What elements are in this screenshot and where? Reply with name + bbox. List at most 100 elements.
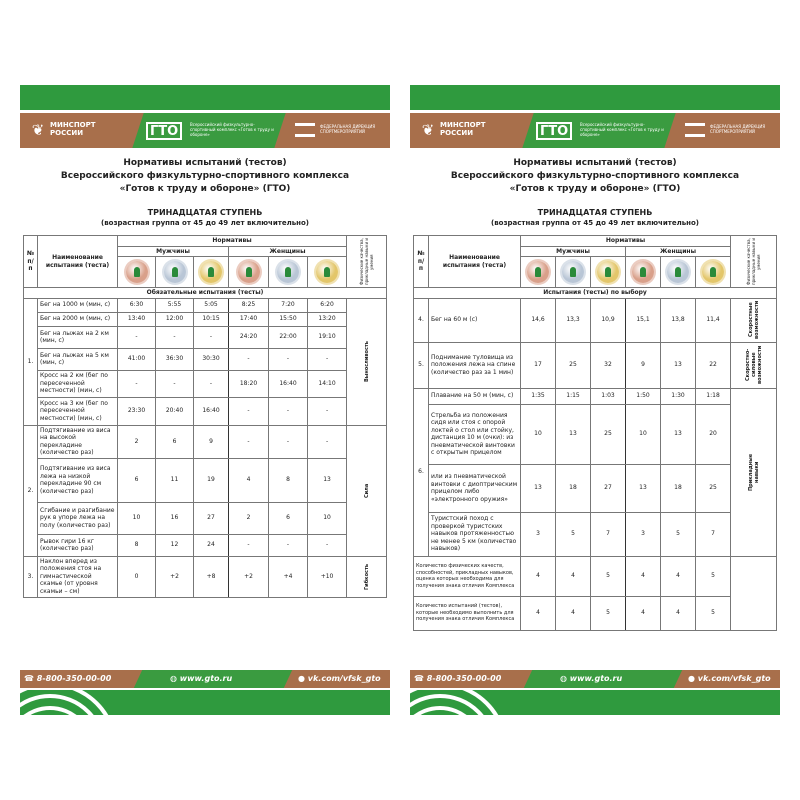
page-2: ❦ МИНСПОРТ РОССИИ ГТО Всероссийский физкуль… xyxy=(410,85,780,715)
page-1: ❦ МИНСПОРТ РОССИИ ГТО Всероссийский физкуль… xyxy=(20,85,390,715)
norm-value: 13:20 xyxy=(306,311,348,327)
medal-cell xyxy=(117,256,156,288)
norm-value: 13 xyxy=(555,403,591,465)
test-name: Плавание на 50 м (мин, с) xyxy=(428,387,521,405)
phone-number: 8-800-350-00-00 xyxy=(36,674,112,683)
norm-value: 9 xyxy=(625,341,661,389)
top-banner xyxy=(410,85,780,110)
summary-value: 5 xyxy=(694,555,732,597)
quality-cell: Выносливость xyxy=(346,297,388,426)
phone-icon: ☎ xyxy=(24,674,37,683)
norm-value: 10 xyxy=(306,501,348,535)
norm-value: 14,6 xyxy=(520,297,556,343)
norm-value: - xyxy=(117,325,156,349)
title-line: Нормативы испытаний (тестов) xyxy=(513,158,677,168)
norm-value: 8 xyxy=(268,457,308,503)
table-row: Туристский поход с проверкой туристских … xyxy=(414,511,777,557)
norm-value: - xyxy=(193,325,229,349)
footer-contacts: ☎ 8-800-350-00-00 ◍ www.gto.ru ● vk.com/vf… xyxy=(410,670,780,688)
medal-cell xyxy=(193,256,229,288)
test-number: 5. xyxy=(413,341,429,389)
table-row: 3. Наклон вперед из положения стоя на гим… xyxy=(23,555,388,598)
medal-cell xyxy=(228,256,269,288)
site-link[interactable]: ◍ www.gto.ru xyxy=(170,670,232,688)
norm-value: - xyxy=(228,424,269,459)
norm-value: 13 xyxy=(520,463,556,513)
footer-contacts: ☎ 8-800-350-00-00 ◍ www.gto.ru ● vk.com/vf… xyxy=(20,670,390,688)
norm-value: 12:00 xyxy=(155,311,194,327)
phone-contact: ☎ 8-800-350-00-00 xyxy=(414,670,501,688)
norm-value: 10,9 xyxy=(590,297,626,343)
norm-value: 0 xyxy=(117,555,156,598)
stage-heading: ТРИНАДЦАТАЯ СТУПЕНЬ (возрастная группа от… xyxy=(20,207,390,229)
norm-value: 6 xyxy=(155,424,194,459)
title-line: «Готов к труду и обороне» (ГТО) xyxy=(509,184,681,194)
norm-value: 13,3 xyxy=(555,297,591,343)
site-url[interactable]: www.gto.ru xyxy=(179,674,233,683)
title-line: «Готов к труду и обороне» (ГТО) xyxy=(119,184,291,194)
test-number: 2. xyxy=(23,424,38,557)
phone-number: 8-800-350-00-00 xyxy=(426,674,502,683)
norm-value: 25 xyxy=(590,403,626,465)
norm-value: 13 xyxy=(625,463,661,513)
norm-value: +4 xyxy=(268,555,308,598)
norms-header: Нормативы xyxy=(116,235,348,247)
site-link[interactable]: ◍ www.gto.ru xyxy=(560,670,622,688)
section-header: Обязательные испытания (тесты) xyxy=(22,287,388,299)
age-group: (возрастная группа от 45 до 49 лет включ… xyxy=(491,219,699,227)
norm-value: - xyxy=(155,325,194,349)
test-name: Рывок гири 16 кг (количество раз) xyxy=(37,533,118,557)
norm-value: - xyxy=(268,424,308,459)
test-name: Бег на лыжах на 5 км (мин, с) xyxy=(37,347,118,371)
norm-value: 1:50 xyxy=(625,387,661,405)
norm-value: 6:30 xyxy=(117,297,156,313)
vk-link[interactable]: ● vk.com/vfsk_gto xyxy=(298,670,381,688)
bronze-badge-icon xyxy=(527,261,549,283)
summary-value: 4 xyxy=(555,595,591,631)
gto-logo-text: Всероссийский физкультурно-спортивный ко… xyxy=(190,122,274,137)
vk-link[interactable]: ● vk.com/vfsk_gto xyxy=(688,670,771,688)
test-name: Подтягивание из виса на высокой переклад… xyxy=(37,424,118,459)
norm-value: 4 xyxy=(228,457,269,503)
table-row: Подтягивание из виса лежа на низкой пере… xyxy=(24,457,387,503)
bottom-banner xyxy=(20,690,390,715)
norm-value: 1:18 xyxy=(694,387,732,405)
qualities-header: Физические качества, прикладные навыки и… xyxy=(346,235,388,288)
norm-value: 20 xyxy=(694,403,732,465)
site-url[interactable]: www.gto.ru xyxy=(569,674,623,683)
stage-title: ТРИНАДЦАТАЯ СТУПЕНЬ xyxy=(147,208,263,217)
norm-value: - xyxy=(268,347,308,371)
table-row: Кросс на 3 км (бег по пересеченной местн… xyxy=(24,396,387,426)
table-row: Кросс на 2 км (бег по пересеченной местн… xyxy=(24,369,387,398)
norm-value: 22:00 xyxy=(268,325,308,349)
test-name: Стрельба из положения сидя или стоя с оп… xyxy=(428,403,521,465)
norm-value: 32 xyxy=(590,341,626,389)
norm-value: 1:30 xyxy=(660,387,696,405)
norm-value: 13 xyxy=(306,457,348,503)
table-row: Рывок гири 16 кг (количество раз) 8 12 24- -… xyxy=(24,533,387,557)
vk-url[interactable]: vk.com/vfsk_gto xyxy=(307,674,381,683)
norm-value: 10 xyxy=(625,403,661,465)
medal-cell xyxy=(268,256,308,288)
norm-value: 7 xyxy=(694,511,732,557)
top-banner xyxy=(20,85,390,110)
table-row: 2. Подтягивание из виса на высокой перекл… xyxy=(23,424,388,557)
eagle-emblem-icon: ❦ xyxy=(31,121,45,139)
table-row: или из пневматической винтовки с диоптри… xyxy=(414,463,777,513)
vk-url[interactable]: vk.com/vfsk_gto xyxy=(697,674,771,683)
norm-value: 10:15 xyxy=(193,311,229,327)
phone-contact: ☎ 8-800-350-00-00 xyxy=(24,670,111,688)
norm-value: 10 xyxy=(520,403,556,465)
bronze-badge-icon xyxy=(237,261,260,283)
empty-cell xyxy=(730,555,778,631)
norm-value: 6 xyxy=(268,501,308,535)
norm-value: 1:35 xyxy=(520,387,556,405)
norm-value: 10 xyxy=(117,501,156,535)
norm-value: 27 xyxy=(590,463,626,513)
section-header: Испытания (тесты) по выбору xyxy=(412,287,778,299)
norms-table: № п/п Наименование испытания (теста) Норма… xyxy=(22,235,388,598)
norm-value: 7 xyxy=(590,511,626,557)
directorate-logo-text: ФЕДЕРАЛЬНАЯ ДИРЕКЦИЯ СПОРТМЕРОПРИЯТИЙ xyxy=(710,124,766,134)
medal-cell xyxy=(590,256,626,288)
test-name: Поднимание туловища из положения лежа на… xyxy=(428,341,521,389)
